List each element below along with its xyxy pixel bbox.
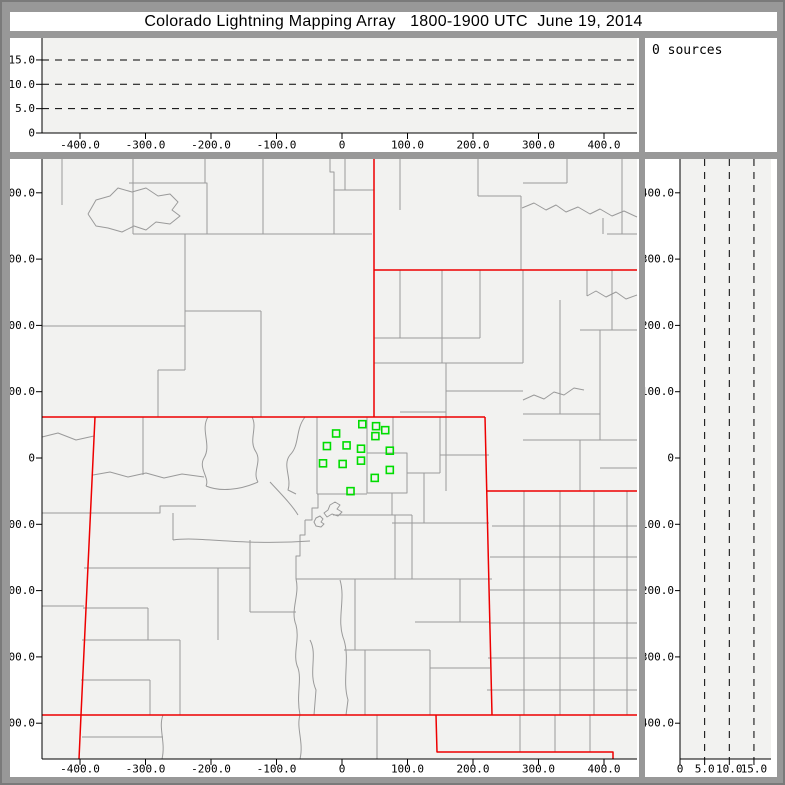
lma-station-marker <box>370 473 380 483</box>
ew-km-tick-label: 300.0 <box>522 139 555 152</box>
ew-km-tick-label: 0 <box>339 139 346 152</box>
map-y-tick-label: 0 <box>28 452 35 465</box>
map-x-tick-label: 400.0 <box>587 763 620 776</box>
county-boundaries <box>41 159 638 760</box>
ns-km-tick-label: -200.0 <box>645 584 674 597</box>
lma-station-marker <box>356 444 366 454</box>
map-y-tick-label: 200.0 <box>10 319 35 332</box>
lma-station-marker <box>385 465 395 475</box>
ew-km-tick-label: -400.0 <box>60 139 100 152</box>
ns-km-tick-label: 300.0 <box>645 253 674 266</box>
ew-plot-area[interactable] <box>42 38 637 133</box>
map-x-tick-label: 0 <box>339 763 346 776</box>
map-x-tick-label: 300.0 <box>522 763 555 776</box>
map-x-tick-label: -100.0 <box>257 763 297 776</box>
map-x-tick-label: -200.0 <box>191 763 231 776</box>
map-x-tick-label: 200.0 <box>456 763 489 776</box>
lma-station-marker <box>346 486 355 496</box>
ew-km-tick-label: -200.0 <box>191 139 231 152</box>
lma-station-marker <box>318 459 328 468</box>
ew-km-tick-label: -100.0 <box>257 139 297 152</box>
ew-alt-tick-label: 5.0 <box>15 102 35 115</box>
lma-station-marker <box>356 456 366 465</box>
lma-station-marker <box>371 431 380 441</box>
lma-station-marker <box>380 425 390 435</box>
map-y-tick-label: -100.0 <box>10 518 35 531</box>
ew-km-tick-label: -300.0 <box>126 139 166 152</box>
ew-km-tick-label: 200.0 <box>456 139 489 152</box>
ns-km-tick-label: 200.0 <box>645 319 674 332</box>
ew-altitude-gridlines <box>42 59 637 110</box>
ns-plot-area[interactable] <box>680 159 771 759</box>
map-y-tick-label: 300.0 <box>10 253 35 266</box>
ew-alt-tick-label: 0 <box>28 127 35 140</box>
title-bar: Colorado Lightning Mapping Array 1800-19… <box>10 12 777 31</box>
map-y-tick-label: -400.0 <box>10 717 35 730</box>
source-count-label: 0 sources <box>652 43 723 58</box>
ew-alt-tick-label: 15.0 <box>10 53 35 66</box>
ns-alt-tick-label: 10.0 <box>716 763 743 776</box>
page-title: Colorado Lightning Mapping Array 1800-19… <box>144 12 643 30</box>
map-x-tick-label: 100.0 <box>391 763 424 776</box>
lma-station-marker <box>342 441 351 450</box>
panel-source-count: 0 sources <box>645 38 777 152</box>
ns-km-tick-label: 0 <box>667 452 674 465</box>
ns-alt-tick-label: 15.0 <box>741 763 768 776</box>
map-x-tick-label: -400.0 <box>60 763 100 776</box>
map-y-tick-label: 400.0 <box>10 186 35 199</box>
lma-station-marker <box>371 421 381 431</box>
ew-axis-ticks: 0 5.0 10.0 15.0 -400.0 -300.0 -200.0 -100.0 0 100… <box>10 53 621 151</box>
map-y-tick-label: 100.0 <box>10 385 35 398</box>
ns-alt-tick-label: 0 <box>677 763 684 776</box>
lma-station-marker <box>331 429 341 438</box>
panel-ns-altitude: 0 5.010.015.0 -400.0 -300.0 -200.0 -100.0 0 100… <box>645 159 777 777</box>
panel-ew-altitude: 0 5.0 10.0 15.0 -400.0 -300.0 -200.0 -100.0 0 100… <box>10 38 639 152</box>
map-x-tick-label: -300.0 <box>126 763 166 776</box>
ew-km-tick-label: 100.0 <box>391 139 424 152</box>
map-y-tick-label: -200.0 <box>10 584 35 597</box>
map-plot-area[interactable] <box>42 159 637 759</box>
lma-station-marker <box>385 446 395 456</box>
map-y-tick-label: -300.0 <box>10 650 35 663</box>
panel-plan-view-map: -400.0 -400.0 -300.0 -300.0 -200.0 -200.0 -100… <box>10 159 639 777</box>
lma-station-marker <box>322 441 332 451</box>
ns-altitude-gridlines <box>704 159 755 759</box>
ns-alt-tick-label: 5.0 <box>695 763 715 776</box>
ew-alt-tick-label: 10.0 <box>10 78 35 91</box>
map-axis-ticks: -400.0 -400.0 -300.0 -300.0 -200.0 -200.0 -100… <box>10 186 621 775</box>
ns-axis-ticks: 0 5.010.015.0 -400.0 -300.0 -200.0 -100.0 0 100… <box>645 186 767 775</box>
lma-station-marker <box>338 459 347 469</box>
lma-station-marker <box>358 419 367 429</box>
ns-km-tick-label: -400.0 <box>645 717 674 730</box>
lma-station-markers <box>318 419 395 496</box>
ns-km-tick-label: -100.0 <box>645 518 674 531</box>
ns-km-tick-label: 400.0 <box>645 186 674 199</box>
ns-km-tick-label: 100.0 <box>645 385 674 398</box>
ns-km-tick-label: -300.0 <box>645 650 674 663</box>
state-boundaries <box>42 159 637 760</box>
ew-km-tick-label: 400.0 <box>587 139 620 152</box>
